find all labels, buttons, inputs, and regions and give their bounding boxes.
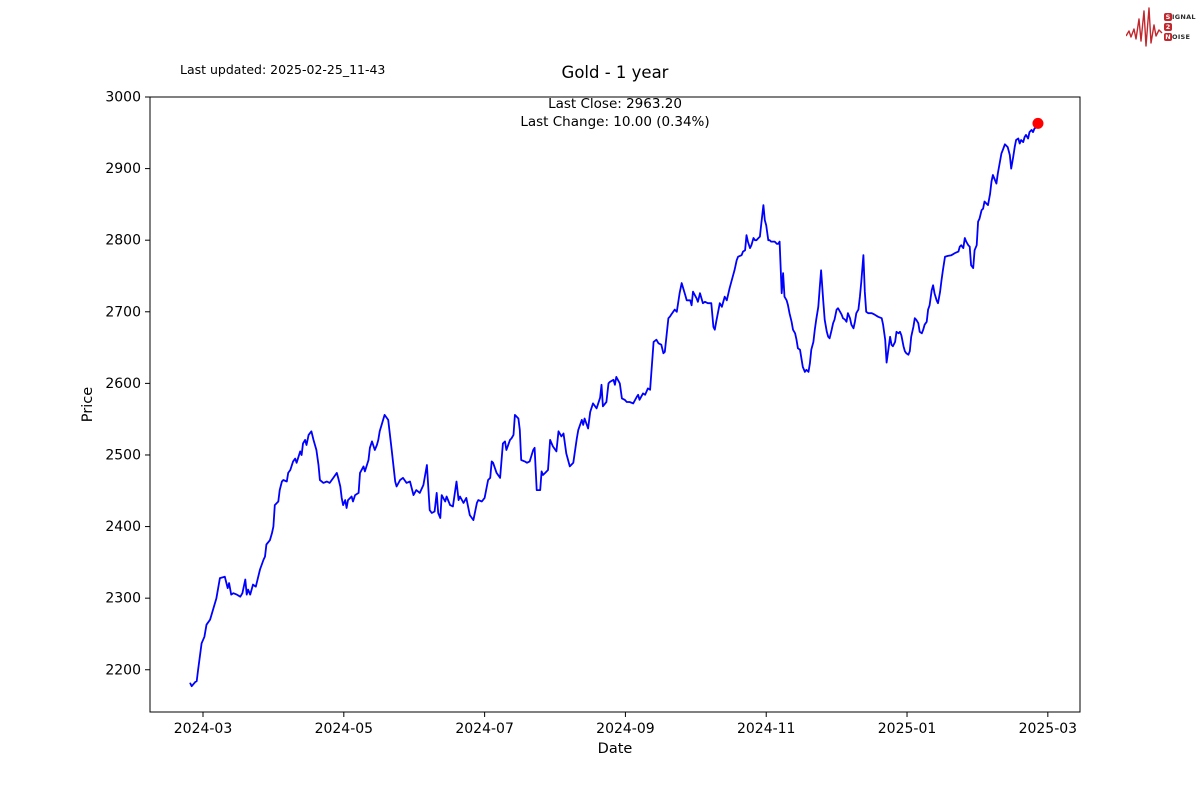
y-tick-label: 2700 [105, 304, 141, 320]
x-tick-label: 2024-05 [315, 721, 374, 737]
x-tick-label: 2024-03 [174, 721, 233, 737]
x-tick-label: 2024-07 [455, 721, 514, 737]
logo-text: S IGNAL 2 N OISE [1164, 13, 1196, 41]
signal2noise-logo: S IGNAL 2 N OISE [1126, 5, 1200, 49]
y-tick-label: 3000 [105, 90, 141, 106]
last-close-text: Last Close: 2963.20 [548, 96, 682, 112]
y-axis-label: Price [80, 387, 96, 422]
y-tick-label: 2600 [105, 376, 141, 392]
y-tick-label: 2300 [105, 591, 141, 607]
x-tick-label: 2024-09 [596, 721, 655, 737]
x-tick-label: 2025-03 [1019, 721, 1078, 737]
last-change-text: Last Change: 10.00 (0.34%) [520, 114, 710, 130]
logo-badge-2: 2 [1164, 23, 1172, 31]
y-tick-label: 2800 [105, 233, 141, 249]
last-updated-text: Last updated: 2025-02-25_11-43 [180, 62, 386, 77]
y-tick-label: 2500 [105, 447, 141, 463]
logo-badge-n: N [1164, 33, 1172, 41]
waveform-icon [1126, 7, 1163, 47]
y-tick-label: 2900 [105, 161, 141, 177]
last-price-dot [1032, 117, 1044, 129]
logo-badge-s: S [1164, 13, 1172, 21]
y-tick-label: 2200 [105, 662, 141, 678]
x-tick-label: 2024-11 [737, 721, 796, 737]
price-line [189, 122, 1039, 688]
y-tick-label: 2400 [105, 519, 141, 535]
logo-row-noise: N OISE [1164, 33, 1191, 41]
axes-box [149, 96, 1081, 713]
logo-row-2: 2 [1164, 23, 1196, 31]
x-axis-label: Date [598, 741, 633, 757]
x-tick-label: 2025-01 [878, 721, 937, 737]
chart-title: Gold - 1 year [561, 63, 669, 82]
logo-row-signal: S IGNAL [1164, 13, 1196, 21]
